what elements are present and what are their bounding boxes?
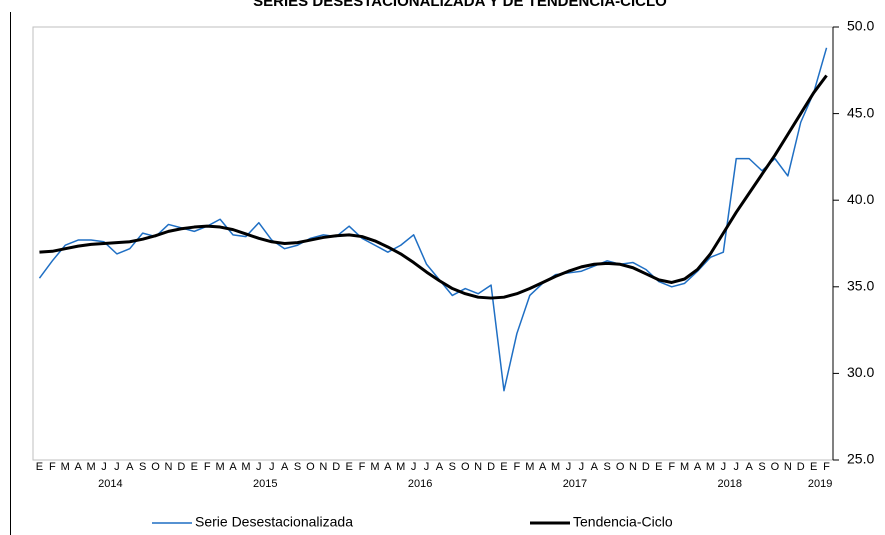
x-tick-label: D xyxy=(177,461,185,473)
x-tick-label: J xyxy=(114,461,120,473)
year-label: 2014 xyxy=(98,478,122,490)
x-tick-label: D xyxy=(487,461,495,473)
x-tick-label: A xyxy=(126,461,134,473)
x-tick-label: D xyxy=(642,461,650,473)
x-tick-label: N xyxy=(474,461,482,473)
x-tick-label: N xyxy=(784,461,792,473)
x-tick-label: S xyxy=(294,461,301,473)
x-tick-label: N xyxy=(629,461,637,473)
x-tick-label: F xyxy=(359,461,366,473)
x-tick-label: E xyxy=(345,461,352,473)
series-line xyxy=(39,74,828,300)
x-tick-label: O xyxy=(461,461,470,473)
x-tick-label: A xyxy=(384,461,392,473)
x-tick-label: D xyxy=(332,461,340,473)
chart-title: SERIES DESESTACIONALIZADA Y DE TENDENCIA… xyxy=(253,0,667,10)
x-tick-label: O xyxy=(151,461,160,473)
year-label: 2015 xyxy=(253,478,277,490)
x-tick-label: F xyxy=(204,461,211,473)
x-tick-label: M xyxy=(525,461,534,473)
x-tick-label: M xyxy=(61,461,70,473)
x-tick-label: E xyxy=(500,461,507,473)
x-tick-label: A xyxy=(591,461,599,473)
x-tick-label: J xyxy=(721,461,727,473)
x-tick-label: S xyxy=(139,461,146,473)
x-tick-label: A xyxy=(694,461,702,473)
x-tick-label: M xyxy=(86,461,95,473)
x-tick-label: M xyxy=(680,461,689,473)
x-tick-label: O xyxy=(771,461,780,473)
x-tick-label: O xyxy=(306,461,315,473)
x-tick-label: A xyxy=(436,461,444,473)
x-tick-label: F xyxy=(823,461,830,473)
x-tick-label: J xyxy=(566,461,572,473)
x-tick-label: J xyxy=(733,461,739,473)
x-tick-label: A xyxy=(229,461,237,473)
x-tick-label: J xyxy=(579,461,585,473)
legend-label: Tendencia-Ciclo xyxy=(573,514,673,530)
x-tick-label: O xyxy=(616,461,625,473)
year-label: 2017 xyxy=(563,478,587,490)
x-tick-label: A xyxy=(539,461,547,473)
x-tick-label: J xyxy=(411,461,417,473)
x-tick-label: S xyxy=(449,461,456,473)
year-label: 2018 xyxy=(718,478,742,490)
x-tick-label: S xyxy=(758,461,765,473)
x-tick-label: E xyxy=(810,461,817,473)
x-tick-label: S xyxy=(604,461,611,473)
year-label: 2019 xyxy=(808,478,832,490)
y-tick-label: 45.0 xyxy=(847,104,874,120)
x-tick-label: M xyxy=(396,461,405,473)
x-tick-label: F xyxy=(668,461,675,473)
x-tick-label: N xyxy=(165,461,173,473)
y-tick-label: 25.0 xyxy=(847,451,874,467)
x-tick-label: J xyxy=(101,461,107,473)
x-tick-label: M xyxy=(370,461,379,473)
x-tick-label: M xyxy=(706,461,715,473)
x-tick-label: F xyxy=(49,461,56,473)
x-tick-label: J xyxy=(424,461,430,473)
x-tick-label: A xyxy=(281,461,289,473)
x-tick-label: E xyxy=(191,461,198,473)
x-tick-label: M xyxy=(216,461,225,473)
x-tick-label: D xyxy=(797,461,805,473)
x-tick-label: A xyxy=(74,461,82,473)
y-tick-label: 50.0 xyxy=(847,18,874,34)
x-tick-label: A xyxy=(745,461,753,473)
y-tick-label: 40.0 xyxy=(847,191,874,207)
x-tick-label: N xyxy=(319,461,327,473)
x-tick-label: M xyxy=(241,461,250,473)
legend-label: Serie Desestacionalizada xyxy=(195,514,353,530)
y-tick-label: 35.0 xyxy=(847,278,874,294)
x-tick-label: E xyxy=(655,461,662,473)
x-tick-label: J xyxy=(256,461,262,473)
x-tick-label: F xyxy=(514,461,521,473)
x-tick-label: J xyxy=(269,461,275,473)
x-tick-label: M xyxy=(551,461,560,473)
y-tick-label: 30.0 xyxy=(847,364,874,380)
year-label: 2016 xyxy=(408,478,432,490)
x-tick-label: E xyxy=(36,461,43,473)
series-line xyxy=(38,47,828,392)
